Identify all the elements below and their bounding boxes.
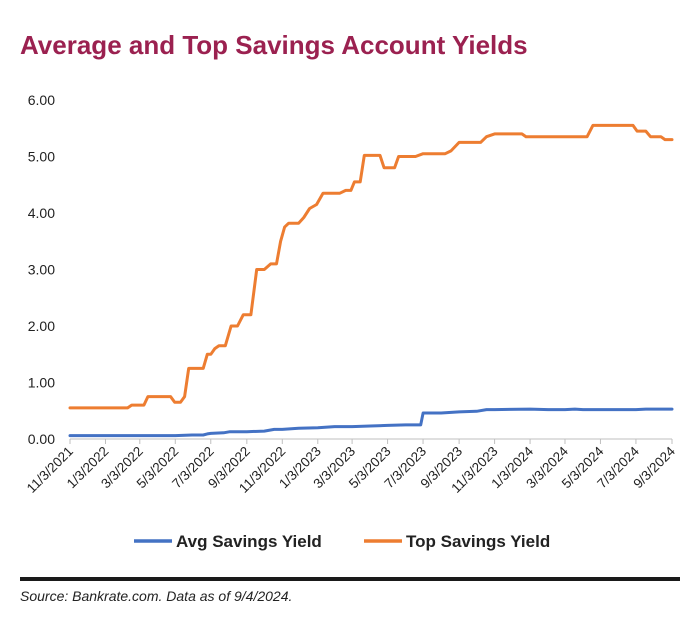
footer-divider [20,577,680,581]
legend-label-top-savings-yield: Top Savings Yield [406,532,550,551]
y-tick-label: 0.00 [28,431,55,447]
y-axis-labels: 0.00 1.00 2.00 3.00 4.00 5.00 6.00 [28,92,55,447]
x-axis-ticks [69,439,673,444]
legend-label-avg-savings-yield: Avg Savings Yield [176,532,322,551]
x-tick-label: 11/3/2021 [24,444,76,496]
series-lines [68,123,674,438]
x-axis-labels: 11/3/20211/3/20223/3/20225/3/20227/3/202… [24,443,679,496]
source-note: Source: Bankrate.com. Data as of 9/4/202… [20,588,293,604]
y-tick-label: 6.00 [28,92,55,108]
y-tick-label: 5.00 [28,149,55,165]
y-tick-label: 1.00 [28,375,55,391]
line-chart: 0.00 1.00 2.00 3.00 4.00 5.00 6.00 11/3/20211/… [24,92,679,551]
avg-savings-yield-line [68,407,674,438]
y-tick-label: 3.00 [28,262,55,278]
y-tick-label: 2.00 [28,318,55,334]
legend: Avg Savings Yield Top Savings Yield [134,532,550,551]
top-savings-yield-line [68,123,674,410]
chart-title: Average and Top Savings Account Yields [20,30,528,60]
y-tick-label: 4.00 [28,205,55,221]
